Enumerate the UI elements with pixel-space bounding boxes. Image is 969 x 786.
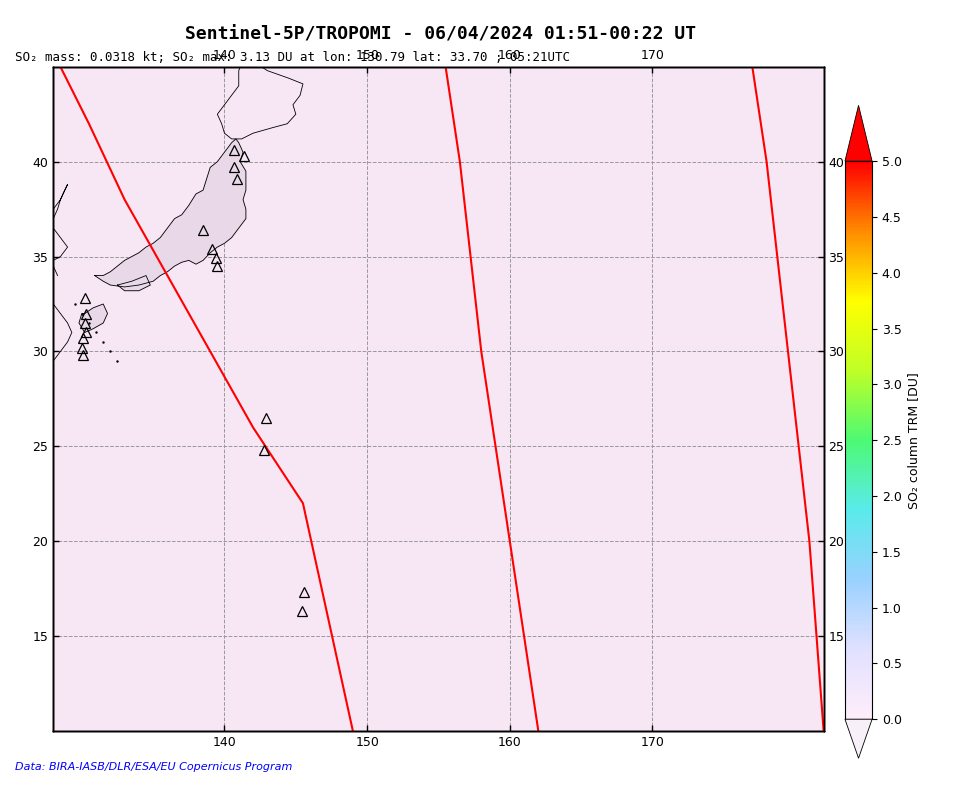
Polygon shape (845, 719, 872, 758)
Text: Sentinel-5P/TROPOMI - 06/04/2024 01:51-00:22 UT: Sentinel-5P/TROPOMI - 06/04/2024 01:51-0… (185, 25, 697, 43)
Polygon shape (117, 276, 150, 291)
Polygon shape (95, 139, 246, 287)
Polygon shape (845, 105, 872, 161)
Text: SO₂ mass: 0.0318 kt; SO₂ max: 3.13 DU at lon: 130.79 lat: 33.70 ; 05:21UTC: SO₂ mass: 0.0318 kt; SO₂ max: 3.13 DU at… (15, 51, 570, 64)
Y-axis label: SO₂ column TRM [DU]: SO₂ column TRM [DU] (907, 372, 921, 509)
Polygon shape (79, 304, 108, 332)
Text: Data: BIRA-IASB/DLR/ESA/EU Copernicus Program: Data: BIRA-IASB/DLR/ESA/EU Copernicus Pr… (15, 762, 292, 772)
